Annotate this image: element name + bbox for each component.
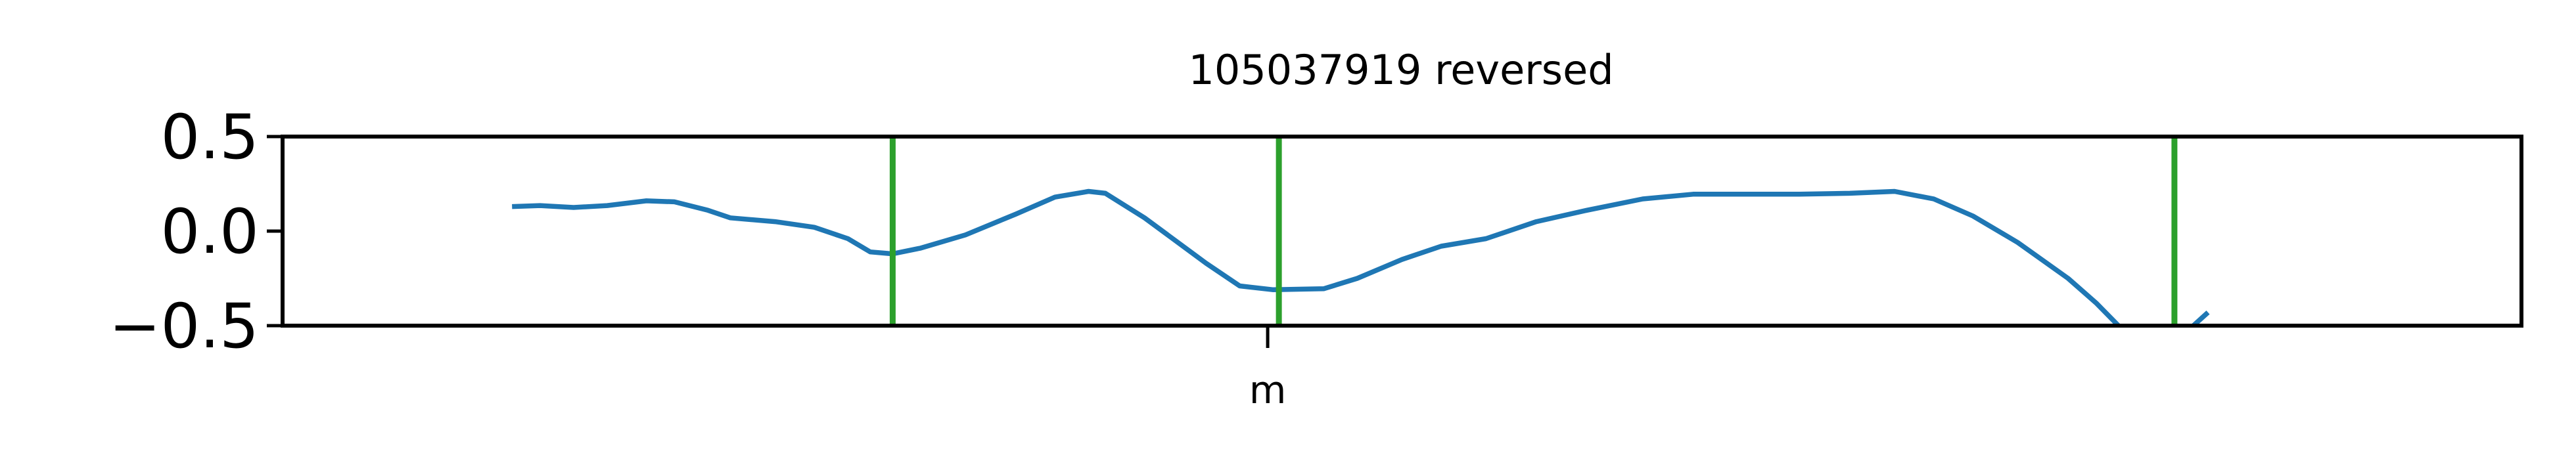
chart-title: 105037919 reversed [1188,46,1613,94]
y-tick-label-1: 0.5 [161,102,260,173]
x-tick-label-1: m [1249,368,1287,412]
y-tick-label-3: −0.5 [109,291,259,362]
data-layer [512,137,2210,326]
tick-layer: 0.5 0.0 −0.5 m [109,102,1287,412]
plot-area-frame [281,135,2523,328]
y-tick-label-2: 0.0 [161,196,260,268]
series-line-segment-1 [512,188,2121,326]
